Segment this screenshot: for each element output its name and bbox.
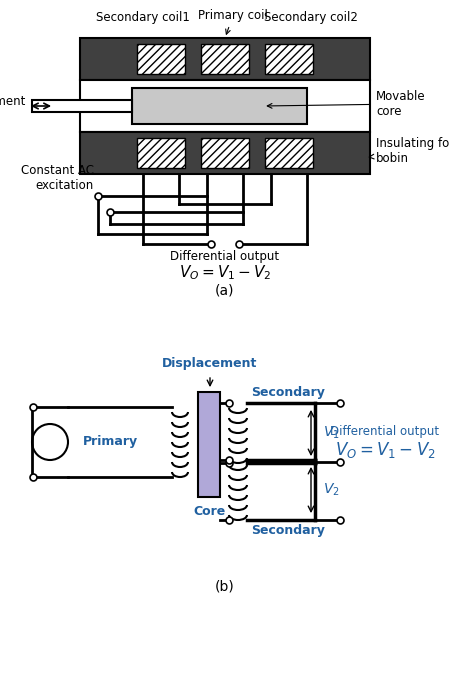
Text: Differential output: Differential output bbox=[330, 425, 440, 438]
Bar bbox=[265, 44, 313, 74]
Text: Differential output: Differential output bbox=[171, 250, 279, 263]
Bar bbox=[80, 80, 370, 132]
Bar bbox=[137, 44, 185, 74]
Text: Displacement: Displacement bbox=[162, 357, 258, 370]
Bar bbox=[201, 44, 249, 74]
Bar bbox=[80, 132, 370, 174]
Bar bbox=[265, 138, 313, 168]
Text: Secondary coil1: Secondary coil1 bbox=[96, 11, 190, 24]
Text: Secondary: Secondary bbox=[251, 386, 325, 399]
Bar bbox=[198, 392, 220, 497]
Text: Primary coil: Primary coil bbox=[198, 9, 268, 34]
Bar bbox=[32, 100, 132, 112]
Text: Secondary coil2: Secondary coil2 bbox=[264, 11, 358, 24]
Bar bbox=[201, 138, 249, 168]
Text: Core: Core bbox=[193, 505, 225, 518]
Text: Constant AC
excitation: Constant AC excitation bbox=[21, 164, 94, 192]
Text: $V_1$: $V_1$ bbox=[323, 425, 340, 441]
Bar bbox=[80, 38, 370, 80]
Text: $V_O = V_1 - V_2$: $V_O = V_1 - V_2$ bbox=[179, 263, 271, 282]
Text: Displacement: Displacement bbox=[0, 96, 26, 108]
Text: Primary: Primary bbox=[82, 435, 138, 448]
Text: $V_2$: $V_2$ bbox=[323, 482, 340, 498]
Text: (a): (a) bbox=[215, 284, 235, 298]
Bar bbox=[137, 138, 185, 168]
Text: $V_O = V_1 - V_2$: $V_O = V_1 - V_2$ bbox=[335, 440, 435, 460]
Text: (b): (b) bbox=[215, 580, 235, 594]
Text: Movable
core: Movable core bbox=[267, 90, 426, 118]
Bar bbox=[132, 88, 307, 124]
Text: Insulating form or
bobin: Insulating form or bobin bbox=[369, 137, 450, 165]
Text: Secondary: Secondary bbox=[251, 524, 325, 537]
